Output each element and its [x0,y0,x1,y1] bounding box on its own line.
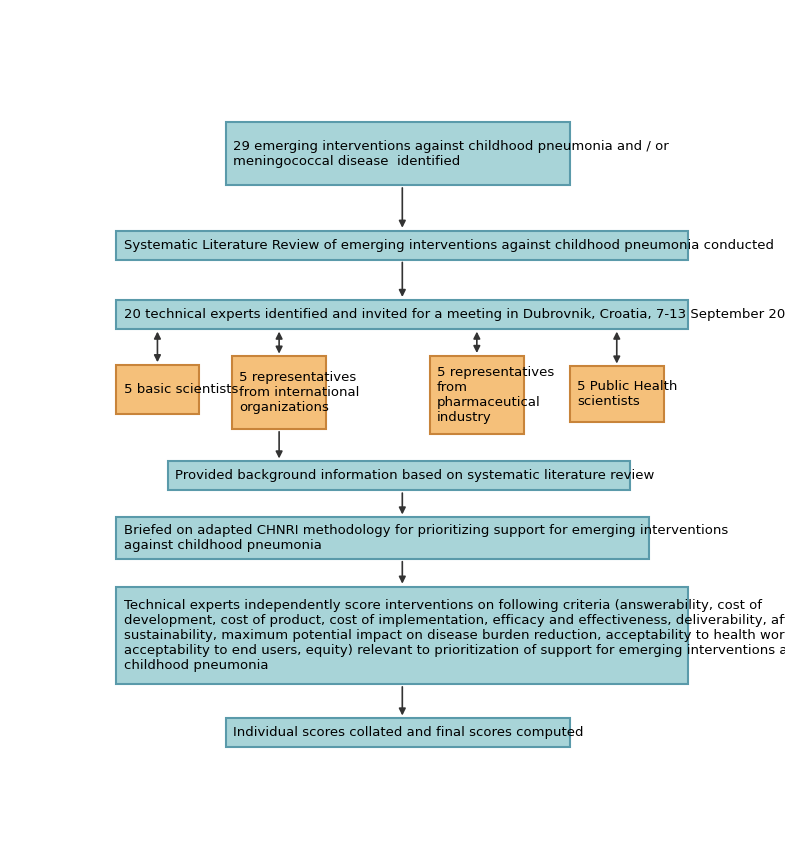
Text: Systematic Literature Review of emerging interventions against childhood pneumon: Systematic Literature Review of emerging… [124,239,774,252]
Text: 5 representatives
from international
organizations: 5 representatives from international org… [239,372,360,414]
FancyBboxPatch shape [116,586,688,684]
FancyBboxPatch shape [116,300,688,329]
FancyBboxPatch shape [168,461,630,490]
FancyBboxPatch shape [116,517,648,559]
FancyBboxPatch shape [226,718,570,747]
Text: Provided background information based on systematic literature review: Provided background information based on… [175,469,655,482]
FancyBboxPatch shape [429,356,524,434]
Text: 20 technical experts identified and invited for a meeting in Dubrovnik, Croatia,: 20 technical experts identified and invi… [124,308,785,321]
Text: Technical experts independently score interventions on following criteria (answe: Technical experts independently score in… [124,599,785,672]
FancyBboxPatch shape [116,365,199,414]
FancyBboxPatch shape [232,356,327,429]
Text: Briefed on adapted CHNRI methodology for prioritizing support for emerging inter: Briefed on adapted CHNRI methodology for… [124,524,728,552]
Text: 5 Public Health
scientists: 5 Public Health scientists [577,380,677,408]
FancyBboxPatch shape [116,230,688,259]
FancyBboxPatch shape [570,366,664,422]
FancyBboxPatch shape [226,122,570,185]
Text: 29 emerging interventions against childhood pneumonia and / or
meningococcal dis: 29 emerging interventions against childh… [233,140,669,168]
Text: 5 representatives
from
pharmaceutical
industry: 5 representatives from pharmaceutical in… [437,366,554,424]
Text: Individual scores collated and final scores computed: Individual scores collated and final sco… [233,727,584,740]
Text: 5 basic scientists: 5 basic scientists [124,383,238,396]
